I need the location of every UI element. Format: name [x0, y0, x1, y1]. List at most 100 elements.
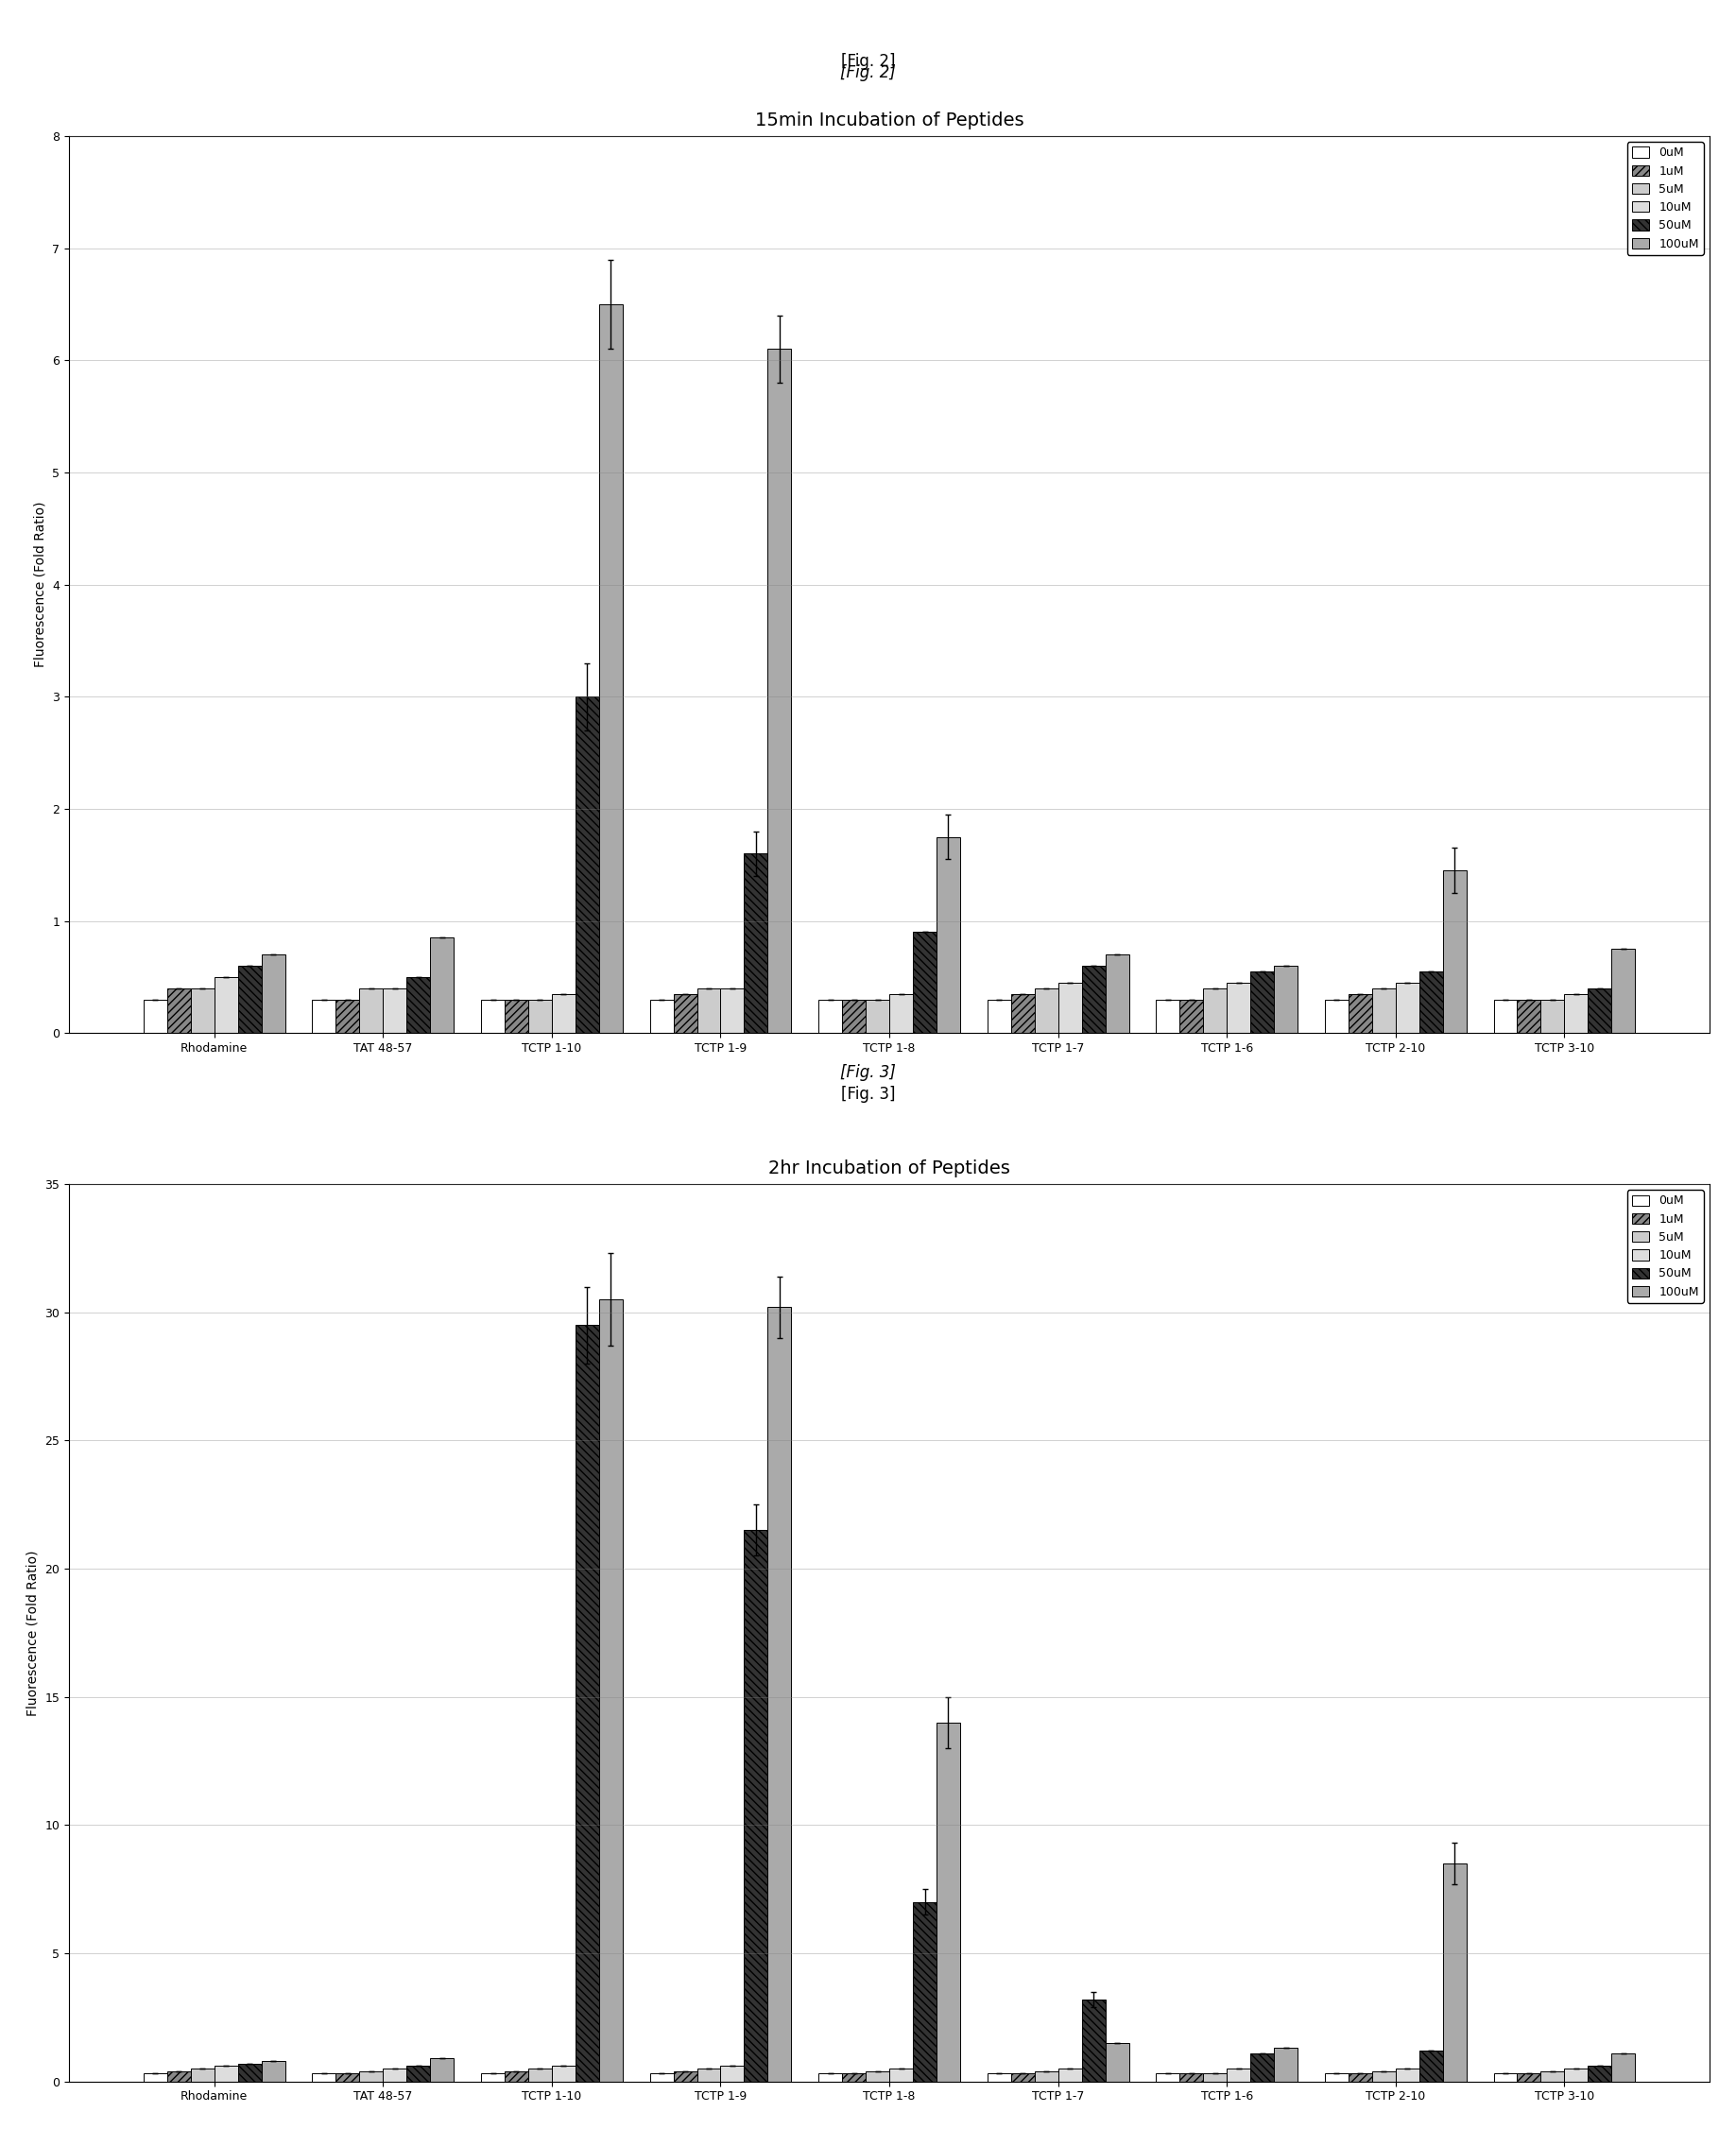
Bar [238, 967, 262, 1033]
Bar [1493, 999, 1517, 1033]
Bar [599, 304, 623, 1033]
Bar [1443, 1863, 1467, 2082]
Bar [167, 2072, 191, 2082]
Bar [1517, 999, 1542, 1033]
Bar [481, 2074, 505, 2082]
Legend: 0uM, 1uM, 5uM, 10uM, 50uM, 100uM: 0uM, 1uM, 5uM, 10uM, 50uM, 100uM [1627, 143, 1703, 255]
Bar [1180, 2074, 1203, 2082]
Text: [Fig. 2]: [Fig. 2] [840, 53, 896, 70]
Bar [262, 2061, 285, 2082]
Title: 15min Incubation of Peptides: 15min Incubation of Peptides [755, 111, 1024, 130]
Bar [191, 988, 214, 1033]
Bar [767, 1307, 792, 2082]
Text: [Fig. 2]: [Fig. 2] [840, 64, 896, 81]
Bar [1325, 2074, 1349, 2082]
Bar [674, 994, 696, 1033]
Bar [1588, 988, 1611, 1033]
Bar [1493, 2074, 1517, 2082]
Bar [528, 2069, 552, 2082]
Bar [1274, 967, 1297, 1033]
Bar [889, 2069, 913, 2082]
Bar [1035, 988, 1059, 1033]
Bar [1349, 2074, 1371, 2082]
Bar [1420, 2050, 1443, 2082]
Bar [988, 999, 1010, 1033]
Bar [528, 999, 552, 1033]
Bar [819, 999, 842, 1033]
Bar [238, 2063, 262, 2082]
Bar [481, 999, 505, 1033]
Bar [505, 999, 528, 1033]
Bar [1059, 984, 1082, 1033]
Bar [1203, 2074, 1227, 2082]
Text: [Fig. 3]: [Fig. 3] [840, 1064, 896, 1082]
Bar [1156, 2074, 1180, 2082]
Bar [1611, 2052, 1635, 2082]
Bar [1010, 2074, 1035, 2082]
Bar [1517, 2074, 1542, 2082]
Bar [384, 2069, 406, 2082]
Bar [988, 2074, 1010, 2082]
Bar [1396, 984, 1420, 1033]
Bar [406, 2065, 431, 2082]
Bar [696, 2069, 720, 2082]
Bar [1420, 971, 1443, 1033]
Bar [1611, 950, 1635, 1033]
Legend: 0uM, 1uM, 5uM, 10uM, 50uM, 100uM: 0uM, 1uM, 5uM, 10uM, 50uM, 100uM [1627, 1190, 1703, 1303]
Bar [866, 999, 889, 1033]
Bar [384, 988, 406, 1033]
Bar [1106, 2044, 1128, 2082]
Bar [214, 977, 238, 1033]
Bar [1274, 2048, 1297, 2082]
Y-axis label: Fluorescence (Fold Ratio): Fluorescence (Fold Ratio) [33, 502, 47, 669]
Bar [359, 2072, 384, 2082]
Bar [552, 2065, 575, 2082]
Bar [913, 933, 936, 1033]
Bar [359, 988, 384, 1033]
Bar [1180, 999, 1203, 1033]
Bar [167, 988, 191, 1033]
Bar [819, 2074, 842, 2082]
Bar [767, 349, 792, 1033]
Bar [1542, 999, 1564, 1033]
Bar [431, 2059, 453, 2082]
Bar [1349, 994, 1371, 1033]
Y-axis label: Fluorescence (Fold Ratio): Fluorescence (Fold Ratio) [26, 1550, 40, 1716]
Bar [575, 696, 599, 1033]
Bar [1371, 2072, 1396, 2082]
Bar [1250, 971, 1274, 1033]
Bar [1250, 2052, 1274, 2082]
Bar [936, 1722, 960, 2082]
Bar [1564, 2069, 1588, 2082]
Bar [335, 999, 359, 1033]
Bar [674, 2072, 696, 2082]
Bar [866, 2072, 889, 2082]
Bar [1396, 2069, 1420, 2082]
Bar [191, 2069, 214, 2082]
Bar [649, 999, 674, 1033]
Bar [335, 2074, 359, 2082]
Bar [1588, 2065, 1611, 2082]
Bar [1542, 2072, 1564, 2082]
Bar [889, 994, 913, 1033]
Bar [1325, 999, 1349, 1033]
Bar [1227, 984, 1250, 1033]
Bar [144, 2074, 167, 2082]
Bar [1106, 954, 1128, 1033]
Bar [936, 837, 960, 1033]
Bar [262, 954, 285, 1033]
Bar [1443, 871, 1467, 1033]
Title: 2hr Incubation of Peptides: 2hr Incubation of Peptides [769, 1160, 1010, 1177]
Bar [552, 994, 575, 1033]
Bar [599, 1299, 623, 2082]
Bar [431, 937, 453, 1033]
Bar [842, 2074, 866, 2082]
Bar [312, 999, 335, 1033]
Bar [1082, 967, 1106, 1033]
Bar [842, 999, 866, 1033]
Bar [1564, 994, 1588, 1033]
Bar [1010, 994, 1035, 1033]
Bar [1035, 2072, 1059, 2082]
Bar [745, 1531, 767, 2082]
Bar [1227, 2069, 1250, 2082]
